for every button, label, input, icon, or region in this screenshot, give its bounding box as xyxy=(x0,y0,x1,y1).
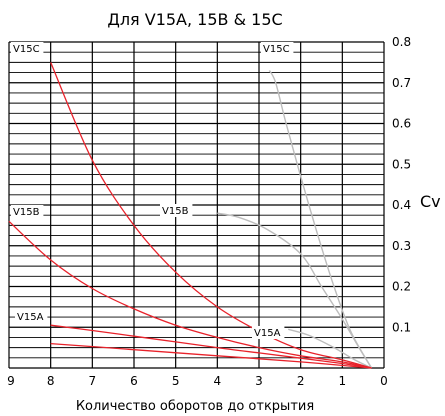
red-curve-v15b xyxy=(8,220,372,369)
y-tick-label: 0.8 xyxy=(392,35,411,49)
curve-labels: V15C V15B V15A V15C V15B V15A xyxy=(11,42,294,339)
label-red-v15b-bg xyxy=(11,205,44,218)
x-tick-label: 4 xyxy=(214,374,222,388)
x-tick-label: 0 xyxy=(380,374,388,388)
y-tick-label: 0.5 xyxy=(392,157,411,171)
label-red-v15c-bg xyxy=(11,42,44,55)
gray-curve-v15c xyxy=(268,70,373,369)
y-tick-label: 0.3 xyxy=(392,239,411,253)
x-axis-ticks: 9 8 7 6 5 4 3 2 1 0 xyxy=(7,374,388,388)
x-tick-label: 5 xyxy=(172,374,180,388)
red-curve-v15c xyxy=(50,62,372,369)
red-curve-v15a xyxy=(50,324,372,369)
y-tick-label: 0.4 xyxy=(392,198,411,212)
y-tick-label: 0.1 xyxy=(392,320,411,334)
label-gray-v15a: V15A xyxy=(254,328,281,339)
label-red-v15b: V15B xyxy=(13,207,40,218)
gray-curve-v15a xyxy=(288,328,372,369)
chart-title: Для V15A, 15B & 15C xyxy=(107,10,282,29)
x-tick-label: 1 xyxy=(339,374,347,388)
gray-series-layer xyxy=(217,70,373,369)
label-gray-v15a-bg xyxy=(252,326,285,339)
x-axis-label: Количество оборотов до открытия xyxy=(76,399,314,414)
label-gray-v15b-bg xyxy=(160,204,193,217)
label-red-v15c: V15C xyxy=(13,44,40,55)
x-tick-label: 3 xyxy=(255,374,263,388)
y-tick-label: 0.2 xyxy=(392,280,411,294)
x-tick-label: 9 xyxy=(7,374,15,388)
gray-curve-v15b xyxy=(217,212,373,369)
label-red-v15a: V15A xyxy=(17,312,44,323)
x-tick-label: 2 xyxy=(297,374,305,388)
grid xyxy=(8,41,385,369)
y-tick-label: 0.7 xyxy=(392,76,411,90)
label-gray-v15c: V15C xyxy=(263,44,290,55)
red-series-layer xyxy=(8,62,372,369)
x-tick-label: 8 xyxy=(47,374,55,388)
y-tick-label: 0.6 xyxy=(392,117,411,131)
label-red-v15a-bg xyxy=(15,310,48,323)
label-gray-v15b: V15B xyxy=(162,206,189,217)
x-tick-label: 6 xyxy=(130,374,138,388)
red-curve-unnamed xyxy=(50,342,372,369)
y-axis-ticks: 0.8 0.7 0.6 0.5 0.4 0.3 0.2 0.1 xyxy=(392,35,411,334)
y-axis-label: Cv xyxy=(420,192,441,211)
x-tick-label: 7 xyxy=(89,374,97,388)
label-gray-v15c-bg xyxy=(261,42,294,55)
